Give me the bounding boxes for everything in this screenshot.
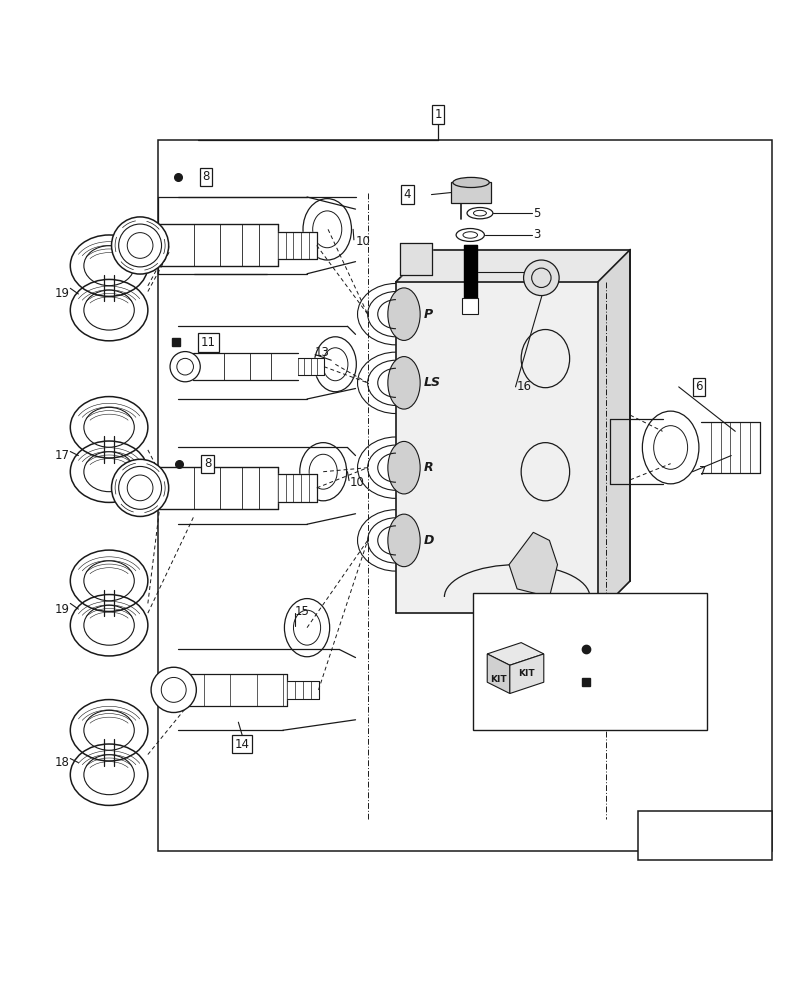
Text: 18: 18 bbox=[55, 756, 69, 769]
Polygon shape bbox=[278, 232, 317, 259]
Polygon shape bbox=[400, 243, 432, 275]
FancyBboxPatch shape bbox=[473, 593, 707, 730]
Text: P: P bbox=[424, 308, 433, 321]
Ellipse shape bbox=[467, 208, 493, 219]
Text: 15: 15 bbox=[295, 605, 309, 618]
Polygon shape bbox=[598, 250, 630, 613]
Text: 14: 14 bbox=[235, 738, 250, 751]
Polygon shape bbox=[297, 358, 324, 375]
Circle shape bbox=[524, 260, 559, 296]
Polygon shape bbox=[396, 282, 598, 613]
Polygon shape bbox=[451, 182, 491, 203]
Text: 2: 2 bbox=[533, 265, 541, 278]
Ellipse shape bbox=[388, 288, 420, 340]
Polygon shape bbox=[278, 474, 317, 502]
Text: 19: 19 bbox=[55, 287, 70, 300]
Ellipse shape bbox=[388, 441, 420, 494]
Text: 17: 17 bbox=[55, 449, 70, 462]
Text: 11: 11 bbox=[201, 336, 216, 349]
Text: LS: LS bbox=[424, 376, 441, 389]
Ellipse shape bbox=[388, 514, 420, 567]
Text: 19: 19 bbox=[55, 603, 70, 616]
Polygon shape bbox=[396, 250, 630, 282]
Text: 4: 4 bbox=[403, 188, 411, 201]
Polygon shape bbox=[149, 224, 278, 266]
Polygon shape bbox=[462, 298, 478, 314]
Polygon shape bbox=[509, 532, 558, 597]
Polygon shape bbox=[287, 681, 318, 699]
Polygon shape bbox=[464, 245, 477, 298]
Text: R: R bbox=[424, 461, 434, 474]
Polygon shape bbox=[510, 654, 544, 694]
Ellipse shape bbox=[456, 229, 484, 241]
Polygon shape bbox=[487, 643, 544, 665]
Text: = 9: = 9 bbox=[600, 643, 621, 656]
Text: 8: 8 bbox=[204, 457, 212, 470]
Text: = 12: = 12 bbox=[600, 675, 629, 688]
Text: 16: 16 bbox=[517, 380, 532, 393]
Text: 8: 8 bbox=[202, 170, 210, 183]
Text: 1: 1 bbox=[434, 108, 442, 121]
Text: 7: 7 bbox=[699, 465, 706, 478]
Circle shape bbox=[151, 667, 196, 713]
Polygon shape bbox=[192, 353, 297, 380]
Text: 13: 13 bbox=[315, 346, 330, 359]
Text: D: D bbox=[424, 534, 435, 547]
Circle shape bbox=[170, 352, 200, 382]
Text: 10: 10 bbox=[356, 235, 370, 248]
Ellipse shape bbox=[388, 357, 420, 409]
Text: KIT: KIT bbox=[519, 669, 535, 678]
Circle shape bbox=[112, 217, 169, 274]
Circle shape bbox=[112, 459, 169, 516]
Text: 3: 3 bbox=[533, 228, 541, 241]
Ellipse shape bbox=[452, 177, 490, 188]
Text: 10: 10 bbox=[350, 476, 364, 489]
Polygon shape bbox=[487, 654, 510, 694]
Polygon shape bbox=[149, 467, 278, 509]
FancyBboxPatch shape bbox=[638, 811, 772, 860]
Text: 5: 5 bbox=[533, 207, 541, 220]
Text: 6: 6 bbox=[695, 380, 703, 393]
Text: KIT: KIT bbox=[490, 675, 507, 684]
Polygon shape bbox=[174, 674, 287, 706]
